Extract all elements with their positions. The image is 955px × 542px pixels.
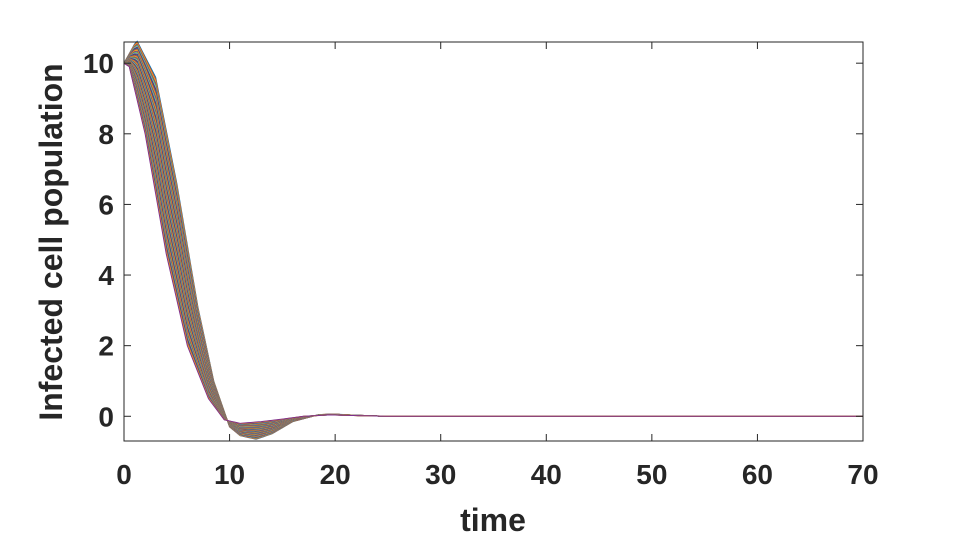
plot-background	[124, 42, 863, 441]
x-axis: 0 10 20 30 40 50 60 70	[116, 42, 879, 490]
y-tick-label: 2	[98, 331, 114, 362]
x-tick-label: 10	[214, 459, 245, 490]
plot-frame	[123, 41, 864, 442]
x-tick-label: 30	[425, 459, 456, 490]
y-tick-label: 8	[98, 119, 114, 150]
x-tick-label: 50	[636, 459, 667, 490]
y-tick-label: 10	[83, 48, 114, 79]
x-tick-label: 20	[320, 459, 351, 490]
x-tick-label: 0	[116, 459, 132, 490]
y-tick-label: 4	[98, 260, 114, 291]
x-tick-label: 70	[847, 459, 878, 490]
y-axis: 0 2 4 6 8 10	[83, 48, 863, 432]
x-axis-label: time	[460, 502, 526, 538]
series-line	[123, 62, 863, 424]
y-tick-label: 6	[98, 189, 114, 220]
series-layer	[123, 40, 863, 440]
y-axis-label: Infected cell population	[33, 63, 69, 420]
x-tick-label: 60	[742, 459, 773, 490]
x-tick-label: 40	[531, 459, 562, 490]
y-tick-label: 0	[98, 401, 114, 432]
